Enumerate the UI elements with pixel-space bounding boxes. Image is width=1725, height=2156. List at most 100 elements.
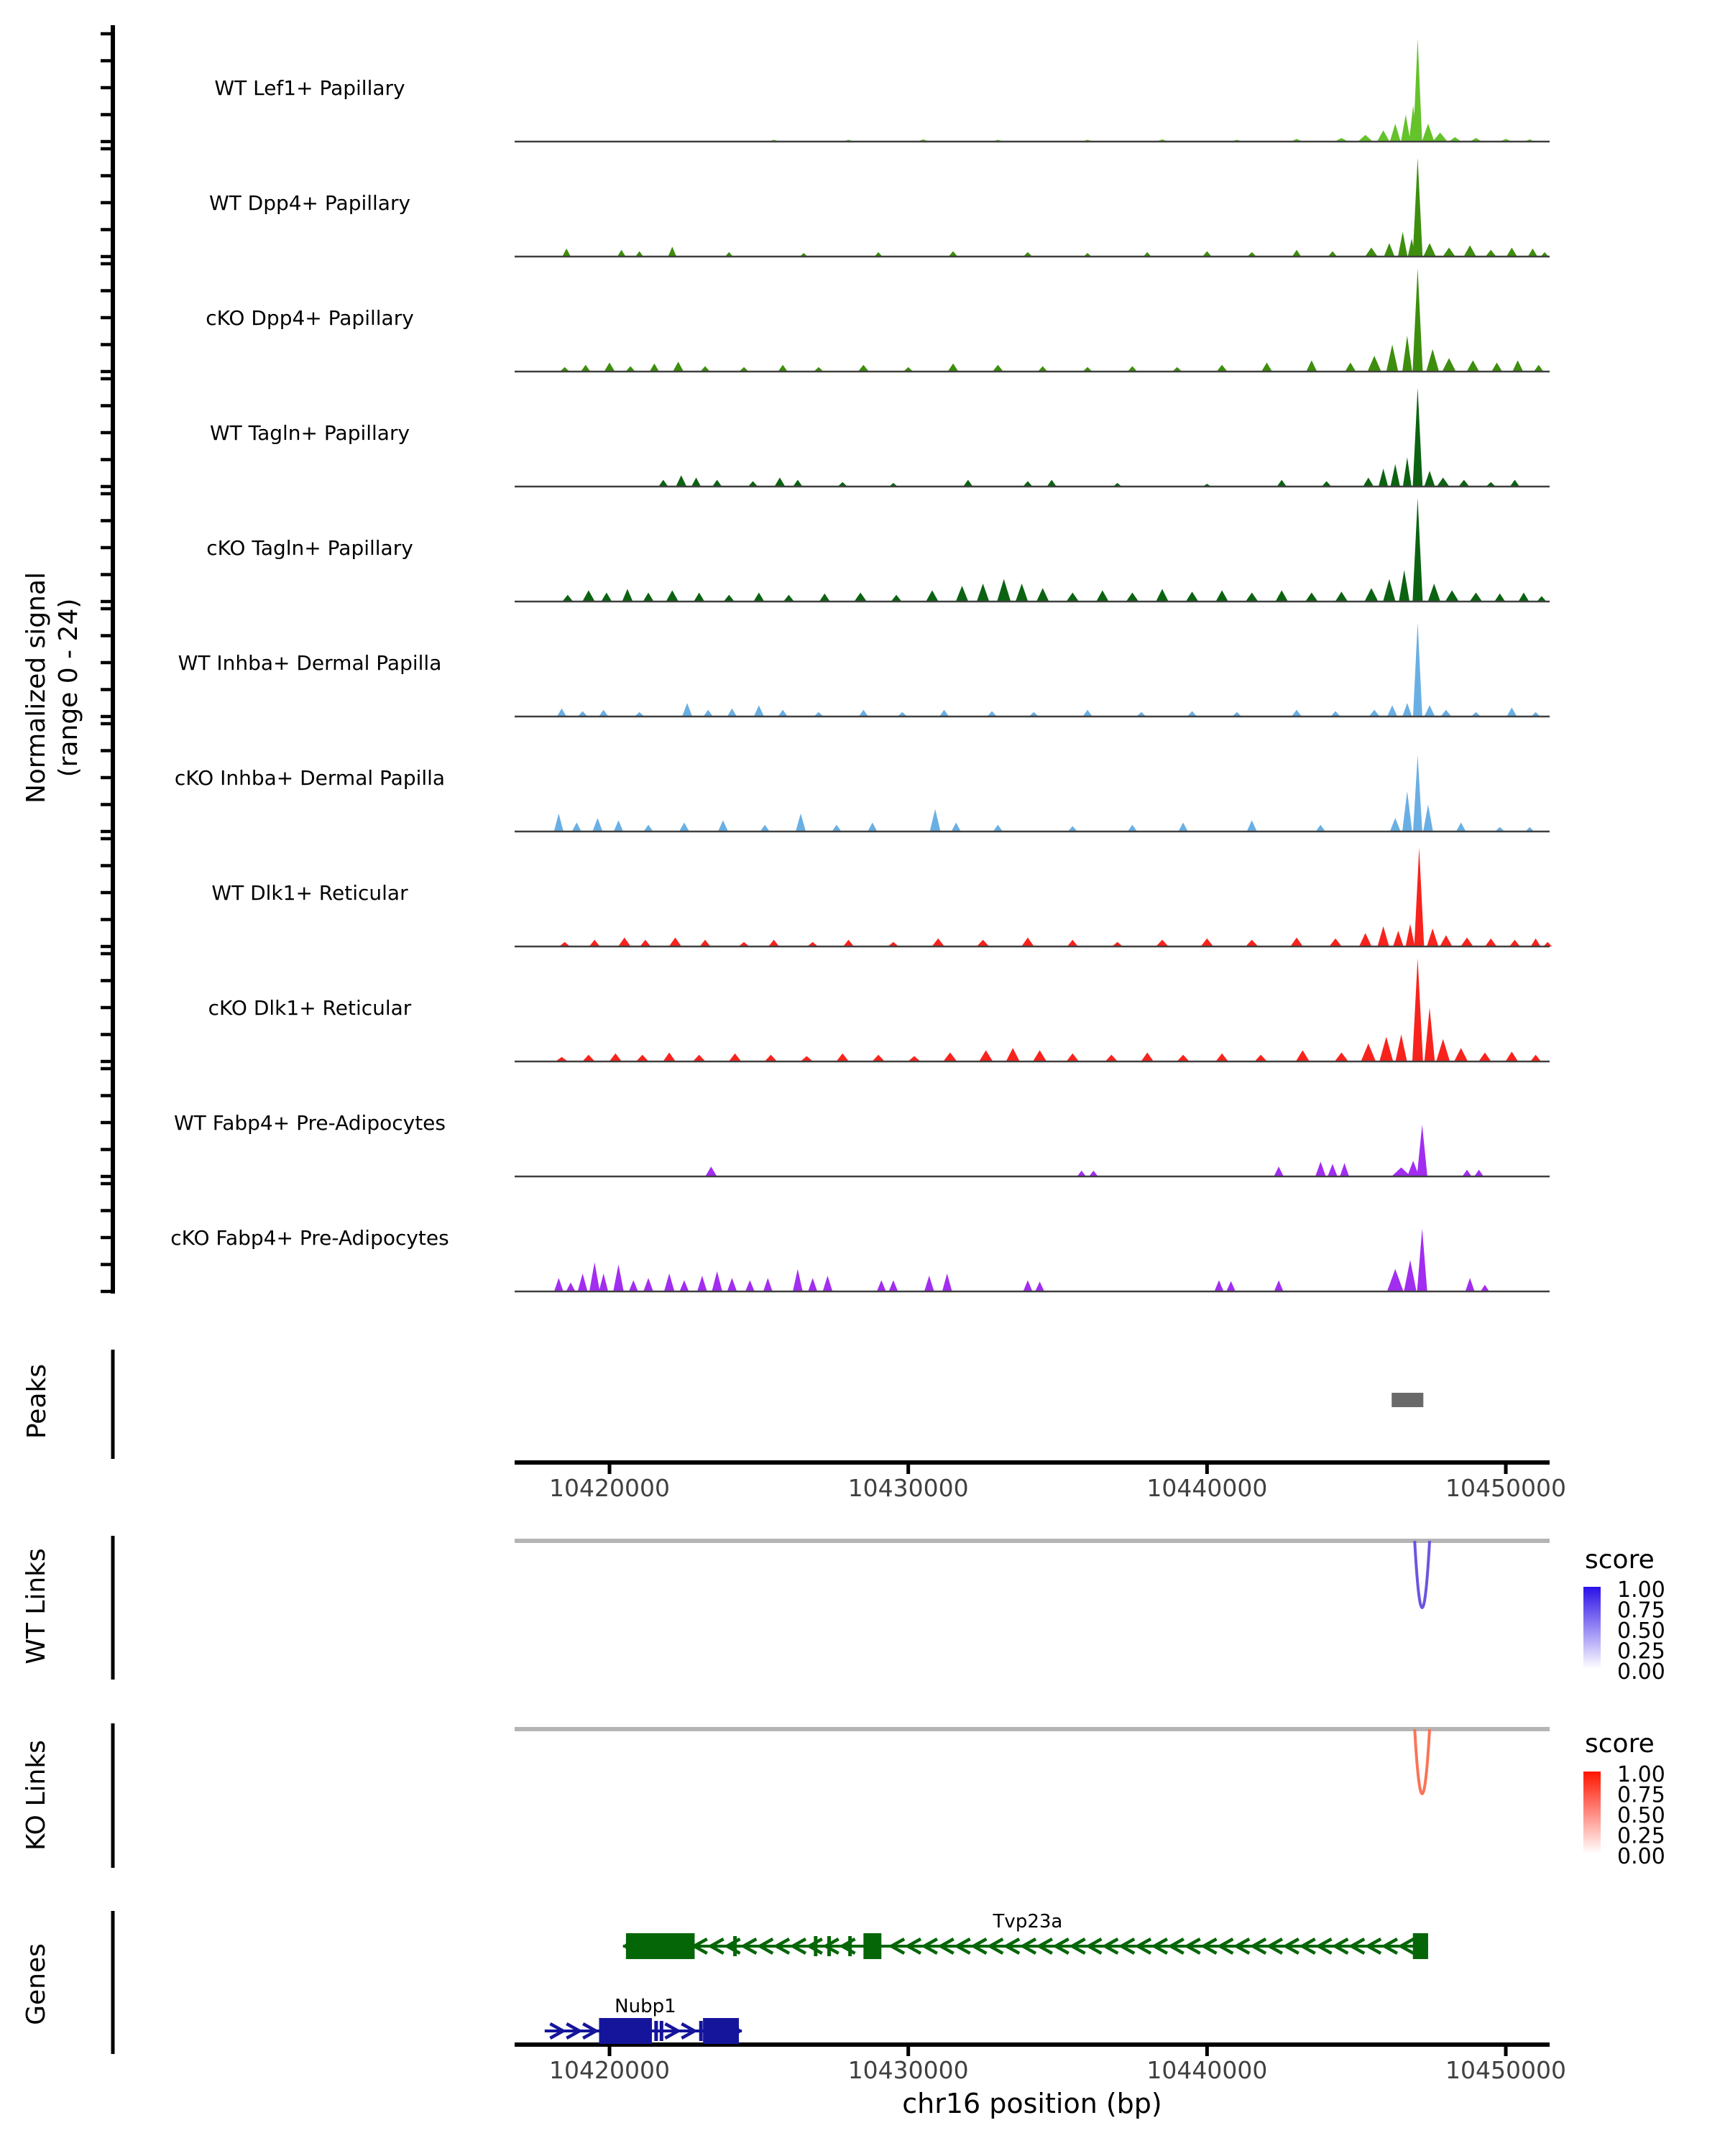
signal-spike xyxy=(1448,137,1462,142)
signal-spike xyxy=(1540,252,1549,257)
signal-spike xyxy=(942,1273,952,1291)
signal-spike xyxy=(1401,114,1411,142)
genes-section-label: Genes xyxy=(22,1943,51,2025)
signal-track-1: WT Dpp4+ Papillary xyxy=(209,157,1550,258)
signal-spike xyxy=(903,367,914,372)
strand-arrow-icon xyxy=(1249,1938,1267,1955)
signal-spike xyxy=(1462,1169,1472,1176)
strand-arrow-icon xyxy=(1381,1938,1399,1955)
signal-spike xyxy=(592,818,603,831)
signal-spike xyxy=(1127,824,1138,831)
strand-arrow-icon xyxy=(1068,1938,1086,1955)
legend-tick-label: 0.75 xyxy=(1617,1598,1665,1623)
signal-spike xyxy=(581,364,591,372)
signal-spike xyxy=(560,367,570,372)
signal-spike xyxy=(891,594,902,602)
signal-spike xyxy=(1202,251,1212,257)
signal-spike xyxy=(1214,1280,1224,1291)
signal-track-6: cKO Inhba+ Dermal Papilla xyxy=(175,755,1550,833)
signal-spike xyxy=(843,939,855,946)
signal-spike xyxy=(874,252,883,257)
signal-spike xyxy=(763,1278,773,1291)
strand-arrow-icon xyxy=(806,1938,823,1955)
strand-arrow-icon xyxy=(1397,1938,1414,1955)
signal-spike xyxy=(618,937,631,946)
signal-spike xyxy=(635,251,643,257)
signal-spike xyxy=(1423,243,1436,257)
strand-arrow-icon xyxy=(1331,1938,1349,1955)
signal-spike xyxy=(1215,1053,1228,1061)
strand-arrow-icon xyxy=(904,1938,922,1955)
signal-spike xyxy=(692,1054,706,1061)
signal-spike xyxy=(1383,579,1396,602)
strand-arrow-icon xyxy=(1134,1938,1152,1955)
signal-spike xyxy=(947,363,959,372)
signal-spike xyxy=(1067,826,1077,831)
signal-spike xyxy=(868,822,878,831)
x-axis-tick-label: 10440000 xyxy=(1146,1474,1267,1502)
signal-spike xyxy=(1424,471,1435,487)
legend-tick-label: 0.00 xyxy=(1617,1659,1665,1685)
signal-spike xyxy=(1412,387,1423,487)
strand-arrow-icon xyxy=(1003,1938,1021,1955)
signal-spike xyxy=(1178,822,1188,831)
signal-spike xyxy=(1378,469,1389,487)
signal-spike xyxy=(682,703,693,717)
signal-spike xyxy=(1023,481,1033,487)
signal-spike xyxy=(1387,705,1398,717)
signal-spike xyxy=(1127,366,1138,372)
signal-spike xyxy=(807,941,819,946)
gene-name-label: Nubp1 xyxy=(615,1996,676,2017)
signal-spike xyxy=(562,248,571,257)
signal-spike xyxy=(1245,939,1259,946)
signal-spike xyxy=(1345,362,1356,372)
signal-spike xyxy=(694,592,705,602)
signal-spike xyxy=(625,366,635,372)
signal-spike xyxy=(1386,1268,1404,1291)
signal-spike xyxy=(1424,705,1435,717)
strand-arrow-icon xyxy=(888,1938,906,1955)
track-label: WT Dlk1+ Reticular xyxy=(211,881,408,905)
signal-spike xyxy=(609,1053,622,1061)
signal-spike xyxy=(634,711,645,717)
strand-arrow-icon xyxy=(681,2022,698,2040)
signal-spike xyxy=(559,941,571,946)
x-axes-layer: 10420000 10430000 10440000 10450000 10420000… xyxy=(515,1460,1566,2084)
signal-spike xyxy=(1156,939,1169,946)
signal-spike xyxy=(800,1056,814,1061)
signal-spike xyxy=(1505,1051,1519,1061)
signal-spike xyxy=(1422,124,1435,142)
track-label: WT Inhba+ Dermal Papilla xyxy=(178,651,442,675)
signal-spike xyxy=(1454,1048,1468,1061)
peaks-section-label: Peaks xyxy=(22,1364,52,1439)
legend-colorbar xyxy=(1583,1772,1601,1853)
strand-arrow-icon xyxy=(1299,1938,1316,1955)
x-axis-tick-label: 10430000 xyxy=(848,2056,969,2084)
signal-spike xyxy=(700,366,710,372)
signal-spike xyxy=(668,937,682,946)
ko-links-legend-title: score xyxy=(1585,1729,1655,1759)
signal-spike xyxy=(1427,584,1440,602)
signal-spike xyxy=(1365,247,1378,257)
signal-spike xyxy=(1334,1052,1348,1061)
strand-arrow-icon xyxy=(953,1938,971,1955)
signal-spike xyxy=(1426,349,1440,372)
signal-spike xyxy=(1423,804,1433,831)
genes-layer: Tvp23a Nubp1 xyxy=(111,1911,1428,2054)
signal-spike xyxy=(793,479,803,487)
signal-spike xyxy=(1177,1054,1190,1061)
signal-spike xyxy=(1437,477,1450,487)
signal-spike xyxy=(1245,592,1259,602)
signal-spike xyxy=(699,939,711,946)
y-axis-label-line1: Normalized signal xyxy=(22,572,51,803)
signal-spike xyxy=(778,709,788,717)
x-axis-tick-label: 10420000 xyxy=(549,1474,670,1502)
signal-spike xyxy=(1512,360,1524,372)
signal-spike xyxy=(1463,245,1476,257)
signal-spike xyxy=(1305,592,1318,602)
signal-spike xyxy=(1172,367,1182,372)
signal-spike xyxy=(1275,590,1288,602)
signal-spike xyxy=(1440,709,1452,717)
signal-spike xyxy=(738,941,750,946)
signal-spike xyxy=(1321,481,1332,487)
